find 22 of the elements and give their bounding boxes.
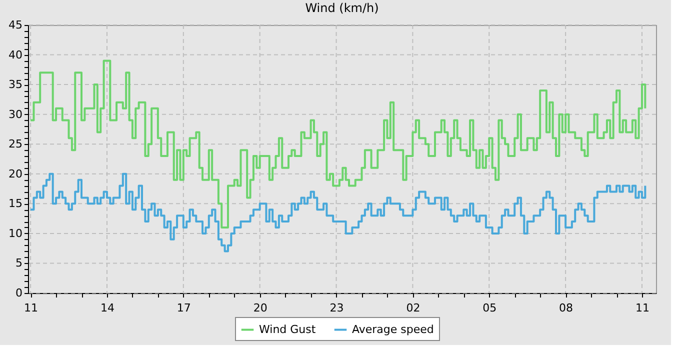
x-tick-label: 08 xyxy=(559,302,574,314)
y-tick-label: 25 xyxy=(8,138,22,151)
y-tick-label: 40 xyxy=(8,48,22,62)
x-tick-label: 02 xyxy=(406,302,420,314)
legend-label: Average speed xyxy=(352,322,434,336)
x-tick-label: 11 xyxy=(24,302,38,314)
x-tick-label: 20 xyxy=(253,302,268,314)
y-tick-label: 30 xyxy=(8,108,22,121)
x-tick-label: 17 xyxy=(176,302,191,314)
y-tick-label: 0 xyxy=(16,286,22,300)
y-tick-label: 45 xyxy=(8,18,22,32)
y-tick-label: 10 xyxy=(8,226,22,240)
x-tick-label: 05 xyxy=(482,302,497,314)
x-tick-label: 23 xyxy=(330,302,344,314)
chart-title: Wind (km/h) xyxy=(305,1,379,15)
y-tick-label: 5 xyxy=(16,256,22,270)
x-tick-label: 11 xyxy=(635,302,650,314)
y-tick-label: 15 xyxy=(8,197,22,210)
y-tick-label: 20 xyxy=(8,167,22,180)
legend-label: Wind Gust xyxy=(259,322,316,336)
y-tick-label: 35 xyxy=(8,78,22,92)
x-tick-label: 14 xyxy=(100,302,114,314)
